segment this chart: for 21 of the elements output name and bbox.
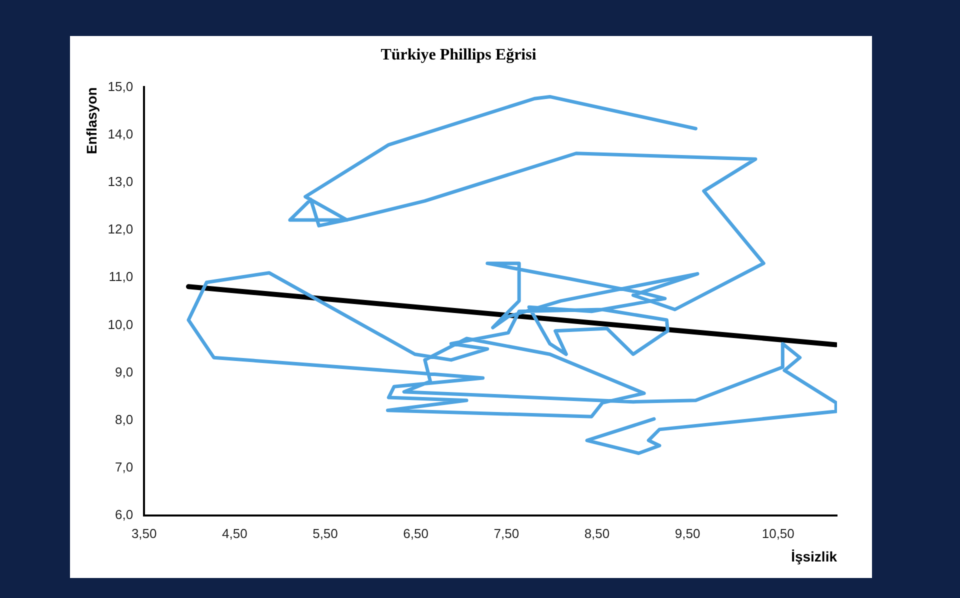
x-tick-label: 8,50 xyxy=(584,526,610,541)
x-tick-label: 3,50 xyxy=(131,526,157,541)
x-tick-label: 4,50 xyxy=(222,526,248,541)
y-tick-label: 15,0 xyxy=(108,78,134,94)
x-tick-label: 6,50 xyxy=(403,526,428,541)
y-tick-label: 6,0 xyxy=(115,507,134,522)
y-axis-title: Enflasyon xyxy=(83,87,100,154)
y-tick-label: 10,0 xyxy=(108,316,134,332)
x-tick-label: 7,50 xyxy=(494,526,520,541)
chart-title: Türkiye Phillips Eğrisi xyxy=(380,46,537,64)
x-tick-label: 10,50 xyxy=(762,526,794,541)
x-tick-label: 9,50 xyxy=(674,526,700,541)
y-tick-label: 9,0 xyxy=(115,364,134,380)
y-tick-label: 7,0 xyxy=(115,460,134,475)
y-tick-label: 13,0 xyxy=(108,174,134,189)
y-tick-label: 11,0 xyxy=(108,269,134,284)
y-tick-label: 8,0 xyxy=(115,412,134,427)
y-tick-label: 14,0 xyxy=(108,126,134,142)
y-tick-label: 12,0 xyxy=(108,222,134,237)
x-tick-label: 5,50 xyxy=(312,526,338,541)
x-axis-title: İşsizlik xyxy=(791,548,838,564)
